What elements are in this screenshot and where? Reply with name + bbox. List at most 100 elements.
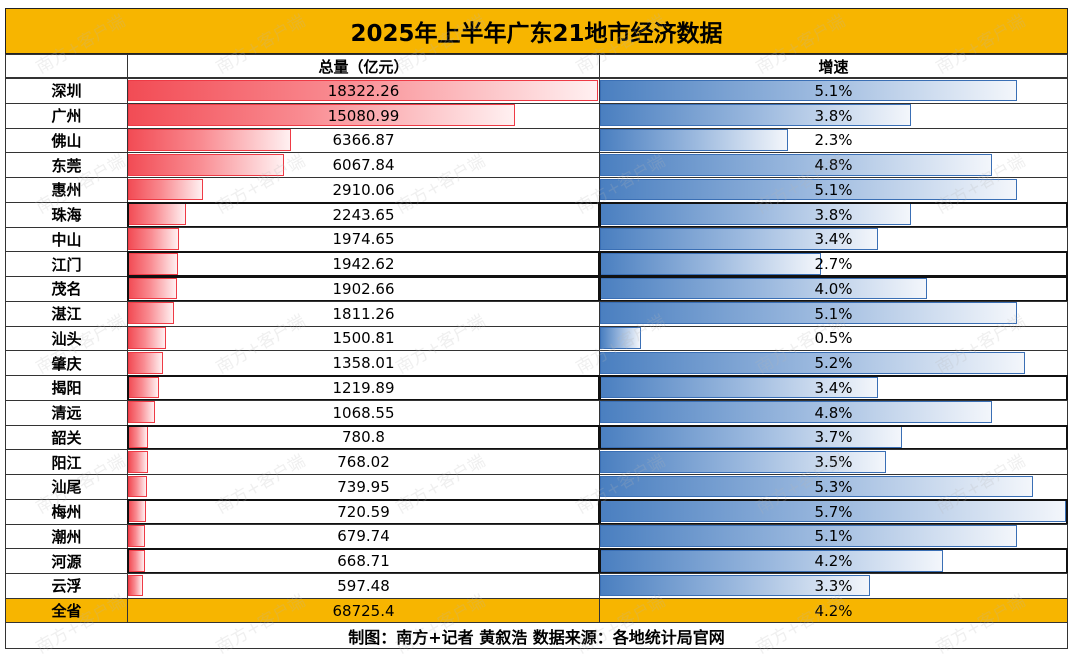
summary-growth: 4.2%: [599, 598, 1068, 623]
city-label: 阳江: [5, 449, 128, 475]
city-label: 江门: [5, 251, 128, 277]
growth-bar: [600, 525, 1017, 547]
total-value-label: 2910.06: [332, 180, 395, 199]
city-label: 湛江: [5, 300, 128, 327]
growth-bar: [600, 450, 887, 473]
city-label: 梅州: [5, 498, 128, 525]
growth-value-label: 4.8%: [814, 156, 853, 175]
city-label: 揭阳: [5, 375, 128, 401]
total-bar: [128, 302, 175, 324]
total-value-label: 739.95: [337, 477, 390, 496]
city-label: 汕头: [5, 325, 128, 352]
growth-value-label: 3.4%: [814, 230, 853, 249]
total-value-label: 2243.65: [332, 205, 395, 224]
total-value-label: 1068.55: [332, 403, 395, 422]
city-label: 茂名: [5, 276, 128, 302]
city-label: 珠海: [5, 201, 128, 228]
total-bar: [128, 351, 163, 374]
city-label: 肇庆: [5, 350, 128, 376]
total-bar: [128, 574, 144, 597]
growth-bar: [600, 475, 1034, 498]
city-label: 潮州: [5, 523, 128, 550]
growth-bar: [600, 79, 1017, 102]
growth-value-label: 5.3%: [814, 477, 853, 496]
growth-bar: [600, 574, 870, 597]
city-label: 云浮: [5, 573, 128, 599]
growth-value-label: 5.7%: [814, 502, 853, 521]
total-bar: [128, 450, 148, 473]
growth-value-label: 5.1%: [814, 304, 853, 323]
total-value-label: 780.8: [342, 428, 385, 447]
growth-bar: [600, 178, 1017, 201]
growth-bar: [600, 327, 641, 349]
city-label: 汕尾: [5, 474, 128, 500]
growth-bar: [600, 129, 789, 151]
total-value-label: 6067.84: [332, 156, 395, 175]
total-value-label: 597.48: [337, 576, 390, 595]
growth-value-label: 3.5%: [814, 453, 853, 472]
growth-value-label: 4.8%: [814, 403, 853, 422]
city-label: 佛山: [5, 127, 128, 154]
growth-bar: [600, 302, 1017, 324]
growth-bar: [600, 351, 1026, 374]
total-bar: [128, 129, 292, 151]
total-bar: [128, 153, 284, 176]
total-value-label: 1811.26: [332, 304, 395, 323]
total-value-label: 15080.99: [327, 106, 400, 125]
growth-value-label: 3.7%: [814, 428, 853, 447]
header-total: 总量（亿元）: [127, 54, 600, 78]
total-value-label: 1219.89: [332, 378, 395, 397]
city-label: 韶关: [5, 424, 128, 451]
city-label: 清远: [5, 399, 128, 426]
footer-note: 制图：南方+记者 黄叙浩 数据来源：各地统计局官网: [5, 622, 1068, 649]
total-value-label: 679.74: [337, 527, 390, 546]
total-bar: [128, 79, 598, 102]
city-label: 东莞: [5, 152, 128, 178]
total-bar: [128, 401, 156, 423]
city-label: 中山: [5, 226, 128, 253]
total-value-label: 6366.87: [332, 131, 395, 150]
growth-value-label: 2.3%: [814, 131, 853, 150]
total-value-label: 18322.26: [327, 81, 400, 100]
summary-total: 68725.4: [127, 598, 600, 623]
growth-value-label: 2.7%: [814, 255, 853, 274]
growth-value-label: 3.8%: [814, 106, 853, 125]
city-label: 广州: [5, 102, 128, 129]
total-value-label: 1902.66: [332, 279, 395, 298]
growth-value-label: 5.1%: [814, 527, 853, 546]
growth-value-label: 3.4%: [814, 378, 853, 397]
data-table: 2025年上半年广东21地市经济数据 总量（亿元） 增速 深圳 18322.26 5…: [5, 8, 1068, 649]
total-value-label: 1500.81: [332, 329, 395, 348]
total-value-label: 720.59: [337, 502, 390, 521]
total-value-label: 1974.65: [332, 230, 395, 249]
chart-title: 2025年上半年广东21地市经济数据: [5, 8, 1068, 54]
growth-bar: [600, 153, 993, 176]
growth-value-label: 4.0%: [814, 279, 853, 298]
total-value-label: 1358.01: [332, 354, 395, 373]
city-label: 河源: [5, 548, 128, 574]
total-bar: [128, 178, 203, 201]
city-label: 深圳: [5, 78, 128, 104]
growth-value-label: 3.3%: [814, 576, 853, 595]
growth-value-label: 0.5%: [814, 329, 853, 348]
total-bar: [128, 525, 146, 547]
growth-value-label: 5.2%: [814, 354, 853, 373]
growth-bar: [600, 401, 993, 423]
header-growth: 增速: [599, 54, 1068, 78]
total-bar: [128, 228, 179, 250]
growth-value-label: 5.1%: [814, 81, 853, 100]
total-bar: [128, 104, 515, 126]
header-city-cell: [5, 54, 128, 78]
total-value-label: 768.02: [337, 453, 390, 472]
growth-bar: [600, 228, 878, 250]
city-label: 惠州: [5, 177, 128, 203]
total-value-label: 1942.62: [332, 255, 395, 274]
growth-value-label: 3.8%: [814, 205, 853, 224]
growth-value-label: 5.1%: [814, 180, 853, 199]
total-bar: [128, 327, 167, 349]
total-value-label: 668.71: [337, 552, 390, 571]
growth-bar: [600, 104, 911, 126]
growth-value-label: 4.2%: [814, 552, 853, 571]
total-bar: [128, 475, 147, 498]
summary-label: 全省: [5, 598, 128, 623]
